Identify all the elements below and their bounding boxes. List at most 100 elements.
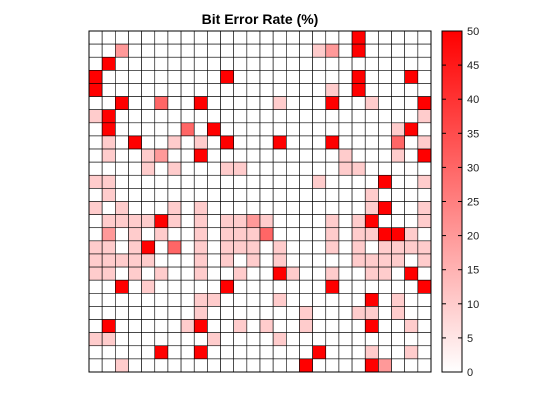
heatmap-cell — [339, 320, 352, 333]
heatmap-cell — [247, 254, 260, 267]
heatmap-cell — [115, 97, 128, 110]
heatmap-cell — [115, 254, 128, 267]
heatmap-cell — [168, 149, 181, 162]
heatmap-cell — [142, 267, 155, 280]
heatmap-cell — [221, 188, 234, 201]
colorbar-tick-label: 25 — [467, 197, 479, 209]
heatmap-cell — [181, 83, 194, 96]
heatmap-cell — [378, 202, 391, 215]
heatmap-cell — [142, 241, 155, 254]
heatmap-cell — [418, 306, 431, 319]
heatmap-cell — [418, 31, 431, 44]
heatmap-cell — [405, 241, 418, 254]
heatmap-cell — [313, 188, 326, 201]
heatmap-cells — [89, 31, 431, 372]
heatmap-cell — [326, 136, 339, 149]
heatmap-cell — [405, 136, 418, 149]
heatmap-cell — [207, 44, 220, 57]
heatmap-cell — [299, 241, 312, 254]
heatmap-cell — [168, 97, 181, 110]
heatmap-cell — [115, 359, 128, 372]
heatmap-cell — [207, 346, 220, 359]
heatmap-cell — [207, 149, 220, 162]
heatmap-cell — [168, 280, 181, 293]
heatmap-cell — [128, 215, 141, 228]
heatmap-cell — [247, 110, 260, 123]
heatmap-cell — [326, 83, 339, 96]
heatmap-cell — [89, 241, 102, 254]
heatmap-cell — [194, 254, 207, 267]
heatmap-cell — [168, 293, 181, 306]
heatmap-cell — [313, 70, 326, 83]
heatmap-cell — [392, 44, 405, 57]
heatmap-cell — [313, 333, 326, 346]
heatmap-cell — [418, 57, 431, 70]
heatmap-cell — [155, 293, 168, 306]
heatmap-cell — [155, 83, 168, 96]
heatmap-cell — [234, 188, 247, 201]
heatmap-cell — [299, 293, 312, 306]
heatmap-cell — [115, 333, 128, 346]
heatmap-cell — [313, 306, 326, 319]
heatmap-cell — [155, 70, 168, 83]
heatmap-cell — [326, 202, 339, 215]
heatmap-cell — [326, 123, 339, 136]
heatmap-cell — [260, 293, 273, 306]
heatmap-cell — [339, 359, 352, 372]
heatmap-cell — [168, 57, 181, 70]
heatmap-cell — [128, 293, 141, 306]
heatmap-cell — [247, 97, 260, 110]
heatmap-cell — [339, 162, 352, 175]
heatmap-cell — [378, 188, 391, 201]
heatmap-cell — [89, 306, 102, 319]
heatmap-cell — [326, 346, 339, 359]
heatmap-cell — [392, 31, 405, 44]
heatmap-cell — [378, 215, 391, 228]
heatmap-cell — [181, 70, 194, 83]
heatmap-cell — [207, 228, 220, 241]
heatmap-cell — [313, 280, 326, 293]
heatmap-cell — [181, 175, 194, 188]
heatmap-cell — [339, 175, 352, 188]
heatmap-cell — [155, 254, 168, 267]
heatmap-cell — [102, 31, 115, 44]
heatmap-cell — [352, 188, 365, 201]
heatmap-cell — [89, 202, 102, 215]
heatmap-cell — [221, 123, 234, 136]
heatmap-cell — [326, 149, 339, 162]
heatmap-cell — [89, 346, 102, 359]
heatmap-cell — [273, 136, 286, 149]
colorbar-tick-label: 30 — [467, 162, 479, 174]
heatmap-cell — [181, 267, 194, 280]
heatmap-cell — [418, 97, 431, 110]
heatmap-cell — [273, 44, 286, 57]
heatmap-cell — [392, 254, 405, 267]
heatmap-cell — [286, 333, 299, 346]
heatmap-cell — [128, 57, 141, 70]
heatmap-cell — [194, 175, 207, 188]
heatmap-cell — [194, 202, 207, 215]
heatmap-cell — [365, 346, 378, 359]
heatmap-cell — [299, 83, 312, 96]
heatmap-cell — [339, 241, 352, 254]
heatmap-cell — [365, 70, 378, 83]
heatmap-cell — [89, 162, 102, 175]
heatmap-cell — [142, 188, 155, 201]
heatmap-cell — [365, 215, 378, 228]
heatmap-cell — [405, 320, 418, 333]
heatmap-cell — [89, 293, 102, 306]
heatmap-cell — [326, 241, 339, 254]
heatmap-cell — [181, 241, 194, 254]
heatmap-cell — [221, 136, 234, 149]
heatmap-cell — [405, 306, 418, 319]
heatmap-cell — [418, 333, 431, 346]
heatmap-cell — [181, 346, 194, 359]
heatmap-cell — [405, 83, 418, 96]
heatmap-cell — [194, 346, 207, 359]
heatmap-cell — [365, 136, 378, 149]
heatmap-cell — [194, 267, 207, 280]
heatmap-cell — [405, 162, 418, 175]
heatmap-cell — [392, 110, 405, 123]
heatmap-cell — [168, 123, 181, 136]
